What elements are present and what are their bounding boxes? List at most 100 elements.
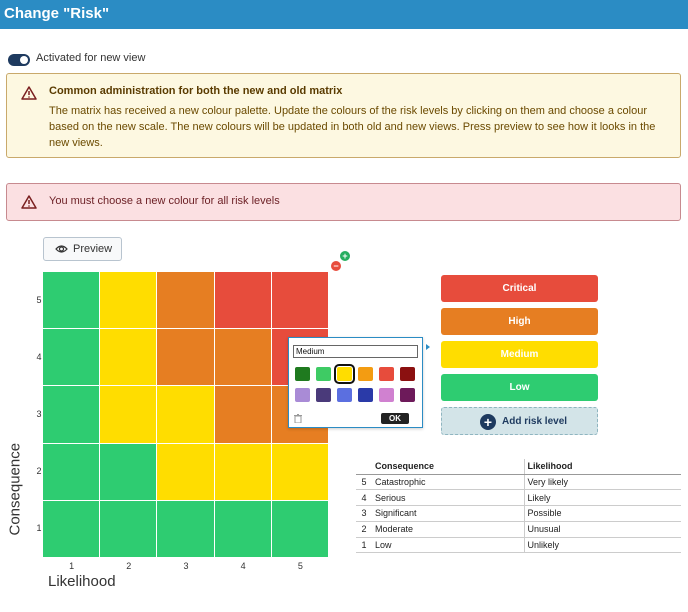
risk-level-high-button[interactable]: High [441,308,598,335]
legend-cell-likelihood: Very likely [524,474,681,491]
legend-cell-num: 4 [356,489,372,507]
color-swatch[interactable] [295,388,310,402]
y-tick-label: 2 [36,466,42,477]
matrix-cell[interactable] [43,329,101,387]
y-tick-label: 1 [36,523,42,534]
matrix-cell[interactable] [214,329,272,387]
color-swatch[interactable] [358,367,373,381]
color-swatch[interactable] [379,367,394,381]
y-tick-label: 5 [36,294,42,305]
warning-heading: Common administration for both the new a… [49,85,343,97]
legend-cell-likelihood: Possible [524,505,681,522]
matrix-cell[interactable] [100,272,158,330]
preview-button[interactable]: Preview [43,237,122,261]
add-risk-level-button[interactable]: + Add risk level [441,407,598,435]
matrix-cell[interactable] [43,386,101,444]
matrix-cell[interactable] [271,500,329,558]
add-risk-level-label: Add risk level [502,416,568,427]
color-swatch[interactable] [358,388,373,402]
x-tick-label: 2 [126,561,132,571]
x-tick-label: 4 [240,561,246,571]
add-column-icon[interactable]: + [340,251,350,261]
color-picker-popup: OK [288,337,423,428]
legend-cell-consequence: Moderate [372,521,525,538]
x-tick-label: 1 [69,561,75,571]
legend-row: 1 Low Unlikely [356,537,681,554]
legend-row: 3 Significant Possible [356,505,681,522]
picker-arrow-icon [426,344,430,350]
color-swatch[interactable] [316,388,331,402]
error-message: You must choose a new colour for all ris… [49,195,280,207]
legend-header-num [356,459,372,475]
level-name-input[interactable] [293,345,418,358]
legend-header-consequence: Consequence [372,459,525,475]
color-swatch[interactable] [316,367,331,381]
matrix-cell[interactable] [214,500,272,558]
matrix-cell[interactable] [157,500,215,558]
matrix-cell[interactable] [100,386,158,444]
warning-alert: Common administration for both the new a… [6,73,681,158]
matrix-cell[interactable] [214,443,272,501]
x-tick-label: 3 [183,561,189,571]
y-tick-label: 4 [36,351,42,362]
matrix-cell[interactable] [157,329,215,387]
x-tick-label: 5 [297,561,303,571]
title-bar: Change "Risk" [0,0,688,29]
matrix-cell[interactable] [157,386,215,444]
legend-header-likelihood: Likelihood [524,459,681,475]
warning-icon [21,86,37,100]
color-swatch[interactable] [337,388,352,402]
matrix-cell[interactable] [157,272,215,330]
matrix-cell[interactable] [271,272,329,330]
legend-cell-consequence: Catastrophic [372,474,525,491]
plus-icon: + [480,414,496,430]
matrix-cell[interactable] [100,443,158,501]
trash-icon[interactable] [294,414,302,423]
activated-toggle[interactable] [8,54,30,66]
color-swatch[interactable] [400,367,415,381]
matrix-cell[interactable] [100,329,158,387]
matrix-cell[interactable] [157,443,215,501]
color-swatch[interactable] [334,364,355,384]
matrix-cell[interactable] [43,500,101,558]
legend-row: 4 Serious Likely [356,489,681,507]
ok-button[interactable]: OK [381,413,409,424]
risk-level-low-button[interactable]: Low [441,374,598,401]
y-axis-label: Consequence [6,442,24,536]
legend-cell-consequence: Significant [372,505,525,522]
legend-cell-num: 3 [356,505,372,522]
legend-cell-num: 5 [356,474,372,491]
error-alert: You must choose a new colour for all ris… [6,183,681,221]
matrix-cell[interactable] [214,272,272,330]
preview-label: Preview [73,243,113,255]
legend-cell-likelihood: Unusual [524,521,681,538]
legend-cell-likelihood: Unlikely [524,537,681,554]
legend-cell-consequence: Serious [372,489,525,507]
warning-body: The matrix has received a new colour pal… [49,105,656,149]
color-swatch[interactable] [400,388,415,402]
matrix-cell[interactable] [43,443,101,501]
risk-level-critical-button[interactable]: Critical [441,275,598,302]
matrix-cell[interactable] [271,443,329,501]
legend-cell-likelihood: Likely [524,489,681,507]
legend-header-row: Consequence Likelihood [356,459,681,475]
legend-row: 5 Catastrophic Very likely [356,474,681,491]
legend-cell-num: 2 [356,521,372,538]
legend-cell-consequence: Low [372,537,525,554]
toggle-knob [20,56,28,64]
warning-icon [21,195,37,209]
toggle-label: Activated for new view [36,52,146,64]
color-swatch[interactable] [379,388,394,402]
matrix-cell[interactable] [214,386,272,444]
y-tick-label: 3 [36,409,42,419]
risk-matrix [43,272,329,558]
matrix-cell[interactable] [100,500,158,558]
legend-cell-num: 1 [356,537,372,554]
eye-icon [55,245,68,253]
matrix-cell[interactable] [43,272,101,330]
risk-level-medium-button[interactable]: Medium [441,341,598,368]
legend-table: Consequence Likelihood 5 Catastrophic Very… [356,459,681,554]
remove-column-icon[interactable]: − [331,261,341,271]
color-swatch[interactable] [295,367,310,381]
legend-row: 2 Moderate Unusual [356,521,681,538]
